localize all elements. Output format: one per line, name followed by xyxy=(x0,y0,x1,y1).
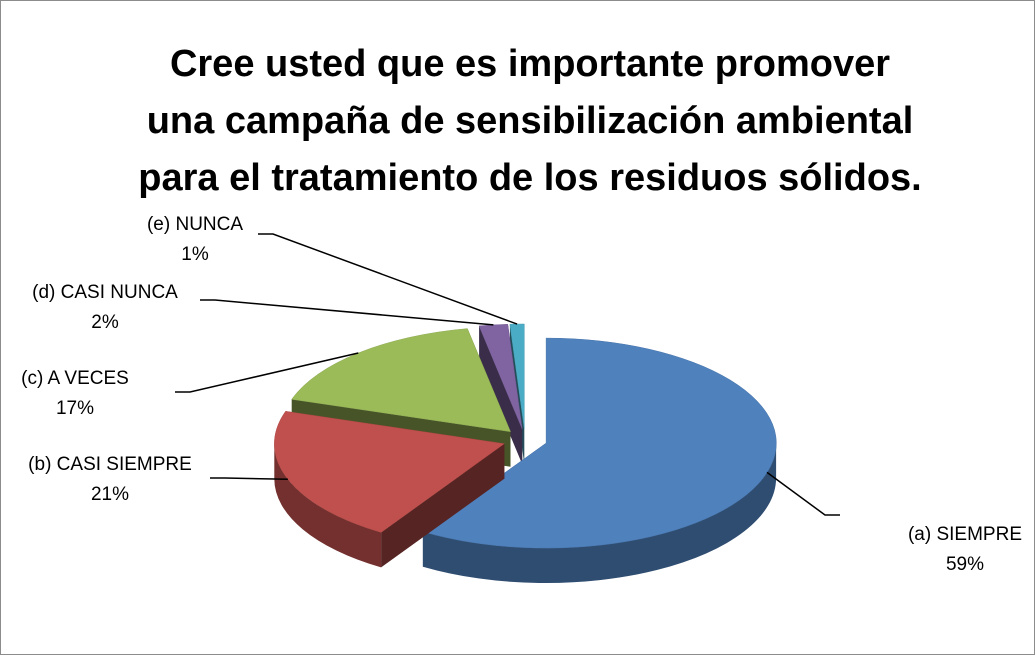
slice-wall xyxy=(422,443,777,584)
data-label-category: (d) CASI NUNCA xyxy=(32,282,178,303)
leader-line xyxy=(175,352,359,393)
slice xyxy=(274,411,505,568)
leader-line xyxy=(258,233,518,325)
slice xyxy=(478,324,523,465)
leader-line xyxy=(210,477,288,481)
data-label-category: (b) CASI SIEMPRE xyxy=(28,454,192,475)
slice xyxy=(422,337,777,584)
data-label-category: (a) SIEMPRE xyxy=(908,524,1022,545)
leader-line xyxy=(200,299,494,326)
leader-line xyxy=(766,471,840,516)
data-label-value: 2% xyxy=(91,312,119,333)
slice-side-face xyxy=(381,443,505,568)
slice-side-face xyxy=(479,325,523,465)
data-label-value: 1% xyxy=(181,244,209,265)
data-label-category: (c) A VECES xyxy=(21,368,129,389)
data-label-value: 21% xyxy=(91,484,129,505)
data-label-value: 59% xyxy=(946,554,984,575)
slice-wall xyxy=(274,443,382,568)
data-label-value: 17% xyxy=(56,398,94,419)
slice-top xyxy=(274,411,505,533)
data-label-category: (e) NUNCA xyxy=(147,214,243,235)
slice-top xyxy=(291,328,511,433)
chart-title: Cree usted que es importante promover un… xyxy=(138,43,922,199)
